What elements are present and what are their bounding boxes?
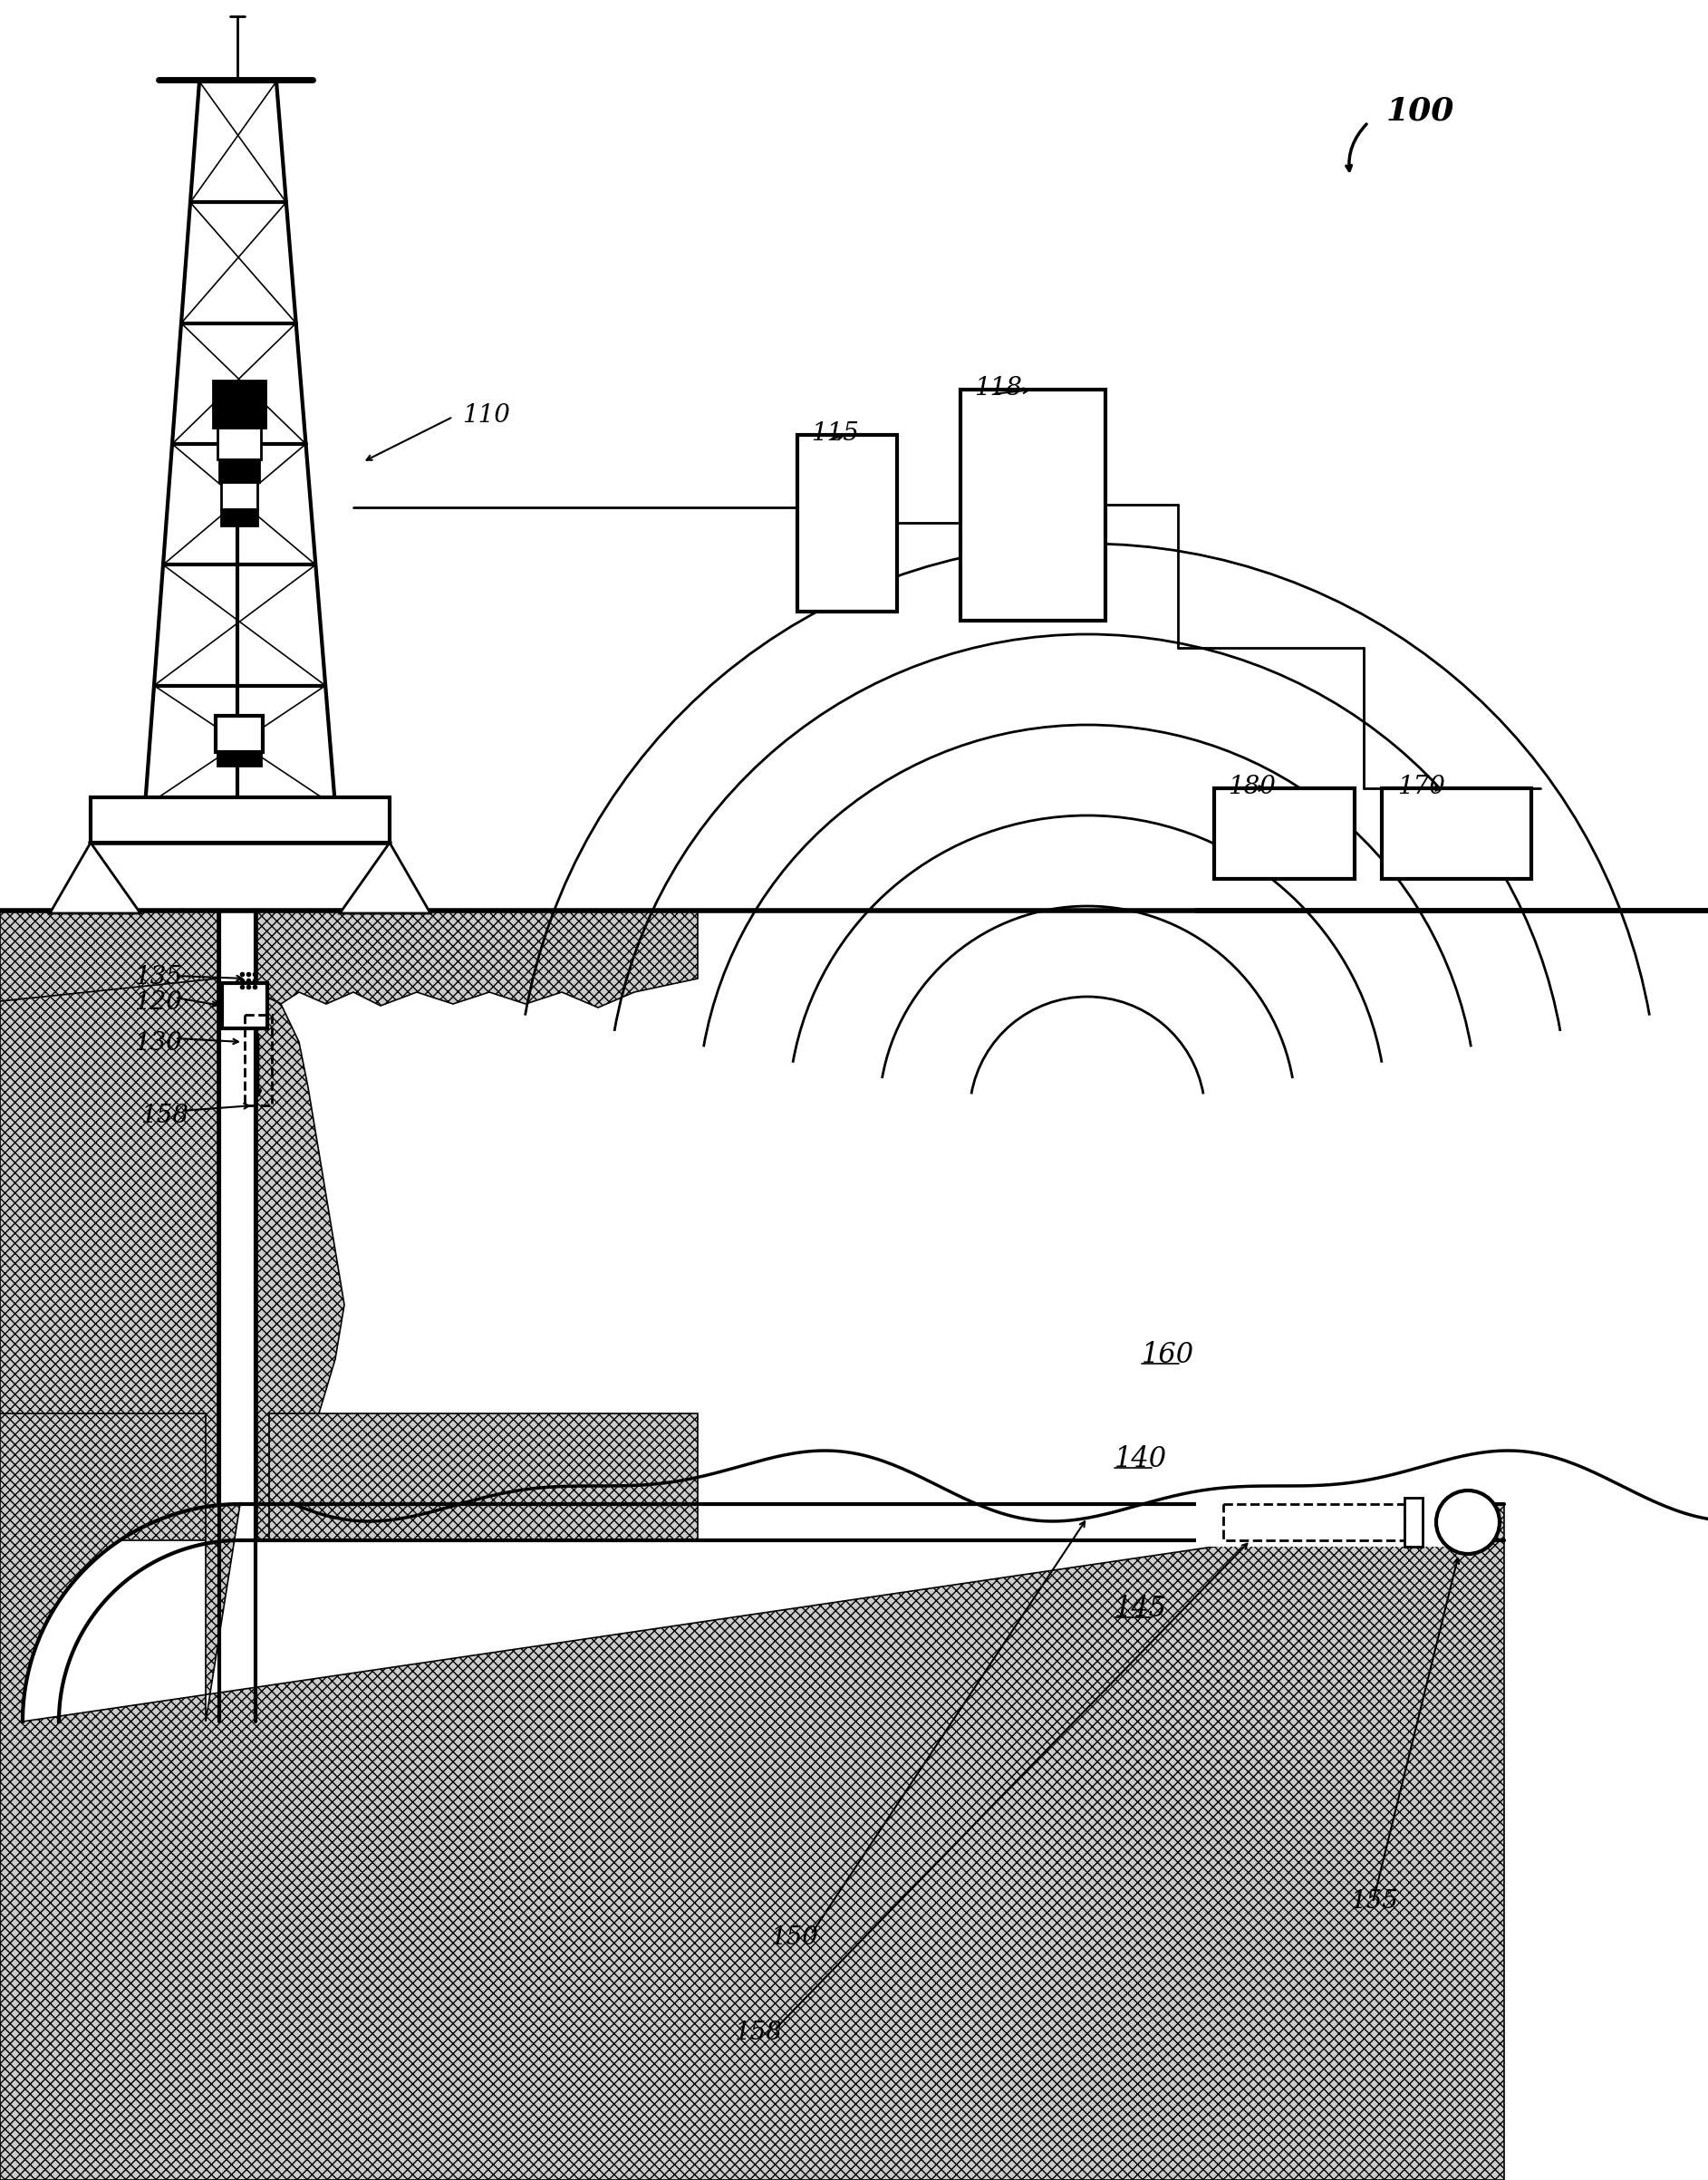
Bar <box>244 1016 272 1105</box>
Polygon shape <box>258 911 697 1007</box>
Text: 120: 120 <box>135 990 183 1016</box>
Bar <box>1196 1498 1486 1546</box>
Text: 158: 158 <box>734 2021 782 2045</box>
Bar <box>1214 789 1354 879</box>
Text: 150: 150 <box>770 1925 818 1949</box>
Bar <box>960 390 1105 621</box>
Polygon shape <box>0 911 217 1014</box>
Text: 130: 130 <box>135 1031 183 1055</box>
Bar <box>214 408 265 427</box>
Bar <box>220 482 258 510</box>
Bar <box>960 390 1105 621</box>
Bar <box>219 460 260 482</box>
Circle shape <box>1436 1491 1500 1554</box>
Polygon shape <box>0 1413 1505 2180</box>
Text: 160: 160 <box>1141 1341 1194 1369</box>
Bar <box>91 798 389 844</box>
Polygon shape <box>340 844 430 913</box>
Polygon shape <box>0 979 217 1541</box>
Text: 180: 180 <box>1228 774 1276 800</box>
Polygon shape <box>270 1413 697 1541</box>
Text: 110: 110 <box>463 403 511 427</box>
Bar <box>1223 1504 1404 1541</box>
Bar <box>217 427 261 460</box>
Bar <box>1404 1498 1423 1546</box>
Text: 135: 135 <box>135 966 183 990</box>
Bar <box>222 983 266 1029</box>
Bar <box>798 436 897 613</box>
Text: 155: 155 <box>1349 1890 1399 1914</box>
Text: 140: 140 <box>1115 1445 1167 1474</box>
Text: 145: 145 <box>1115 1596 1167 1622</box>
Bar <box>214 382 265 408</box>
Polygon shape <box>50 844 140 913</box>
Text: 100: 100 <box>1387 96 1455 126</box>
Polygon shape <box>258 992 345 1541</box>
Bar <box>215 715 263 752</box>
Text: 115: 115 <box>811 421 859 445</box>
Text: 158: 158 <box>140 1103 188 1127</box>
Text: 170: 170 <box>1397 774 1445 800</box>
Bar <box>217 752 261 765</box>
Bar <box>220 510 258 525</box>
Bar <box>1382 789 1532 879</box>
Text: 118: 118 <box>974 375 1021 401</box>
